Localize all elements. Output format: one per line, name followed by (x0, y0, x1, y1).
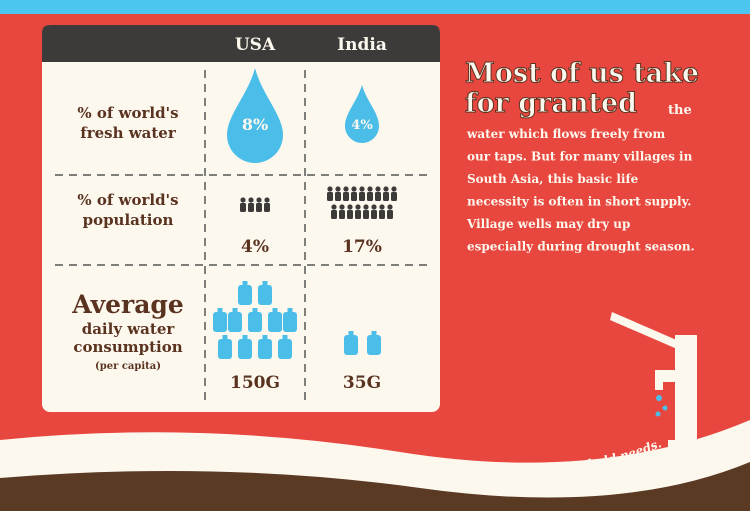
side-lead: the (668, 103, 692, 118)
jug-icon (283, 335, 288, 339)
side-title: Most of us take (465, 58, 699, 89)
person-icon (264, 197, 269, 202)
person-icon (343, 192, 349, 201)
jug-icon (238, 339, 252, 359)
person-icon (240, 197, 245, 202)
side-body-line: especially during drought season. (467, 240, 695, 254)
person-icon (256, 203, 262, 212)
person-icon (248, 197, 253, 202)
person-icon (375, 186, 380, 191)
jug-icon (273, 308, 278, 312)
person-icon (355, 204, 360, 209)
person-icon (367, 186, 372, 191)
page: USA India % of world's fresh water % of … (0, 0, 750, 511)
person-icon (335, 186, 340, 191)
side-title: for granted (465, 88, 637, 119)
person-icon (331, 204, 336, 209)
jug-icon (228, 312, 242, 332)
person-icon (379, 210, 385, 219)
person-icon (391, 192, 397, 201)
jug-icon (258, 285, 272, 305)
jug-icon (243, 281, 248, 285)
value-label: 4% (351, 118, 373, 133)
person-icon (383, 192, 389, 201)
person-icon (343, 186, 348, 191)
row-label: daily water (82, 320, 176, 338)
jug-icon (218, 339, 232, 359)
jug-icon (248, 312, 262, 332)
person-icon (367, 192, 373, 201)
jug-icon (258, 339, 272, 359)
person-icon (363, 210, 369, 219)
jug-icon (233, 308, 238, 312)
side-body-line: Village wells may dry up (466, 217, 630, 231)
jug-icon (218, 308, 223, 312)
person-icon (347, 210, 353, 219)
row-label: consumption (73, 338, 182, 356)
person-icon (383, 186, 388, 191)
side-body-line: our taps. But for many villages in (467, 150, 693, 164)
person-icon (339, 204, 344, 209)
person-icon (387, 210, 393, 219)
person-icon (375, 192, 381, 201)
jug-icon (238, 285, 252, 305)
row-label: Average (71, 290, 184, 319)
person-icon (363, 204, 368, 209)
column-header: USA (235, 35, 276, 55)
person-icon (339, 210, 345, 219)
row-label: population (83, 211, 174, 229)
jug-icon (344, 335, 358, 355)
jug-icon (263, 281, 268, 285)
row-label: fresh water (80, 124, 177, 142)
person-icon (371, 204, 376, 209)
jug-icon (349, 331, 354, 335)
person-icon (359, 192, 365, 201)
jug-icon (367, 335, 381, 355)
person-icon (327, 192, 333, 201)
column-header: India (337, 35, 387, 55)
person-icon (379, 204, 384, 209)
value-label: 150G (230, 373, 280, 393)
person-icon (359, 186, 364, 191)
side-body-line: necessity is often in short supply. (467, 195, 691, 209)
person-icon (327, 186, 332, 191)
person-icon (264, 203, 270, 212)
jug-icon (263, 335, 268, 339)
person-icon (387, 204, 392, 209)
jug-icon (288, 308, 293, 312)
sky-strip (0, 0, 750, 14)
value-label: 35G (343, 373, 381, 393)
jug-icon (283, 312, 297, 332)
person-icon (331, 210, 337, 219)
value-label: 8% (242, 115, 268, 134)
person-icon (371, 210, 377, 219)
person-icon (256, 197, 261, 202)
jug-icon (372, 331, 377, 335)
jug-icon (253, 308, 258, 312)
value-label: 17% (342, 237, 382, 257)
jug-icon (268, 312, 282, 332)
person-icon (351, 192, 357, 201)
row-label: % of world's (77, 104, 178, 122)
side-body-line: South Asia, this basic life (467, 172, 639, 186)
value-label: 4% (241, 237, 269, 257)
jug-icon (243, 335, 248, 339)
person-icon (355, 210, 361, 219)
side-body-line: water which flows freely from (466, 127, 666, 141)
person-icon (248, 203, 254, 212)
row-label: (per capita) (95, 361, 161, 372)
jug-icon (278, 339, 292, 359)
person-icon (347, 204, 352, 209)
person-icon (240, 203, 246, 212)
row-label: % of world's (77, 191, 178, 209)
jug-icon (223, 335, 228, 339)
person-icon (335, 192, 341, 201)
person-icon (391, 186, 396, 191)
infographic: USA India % of world's fresh water % of … (0, 0, 750, 511)
person-icon (351, 186, 356, 191)
jug-icon (213, 312, 227, 332)
